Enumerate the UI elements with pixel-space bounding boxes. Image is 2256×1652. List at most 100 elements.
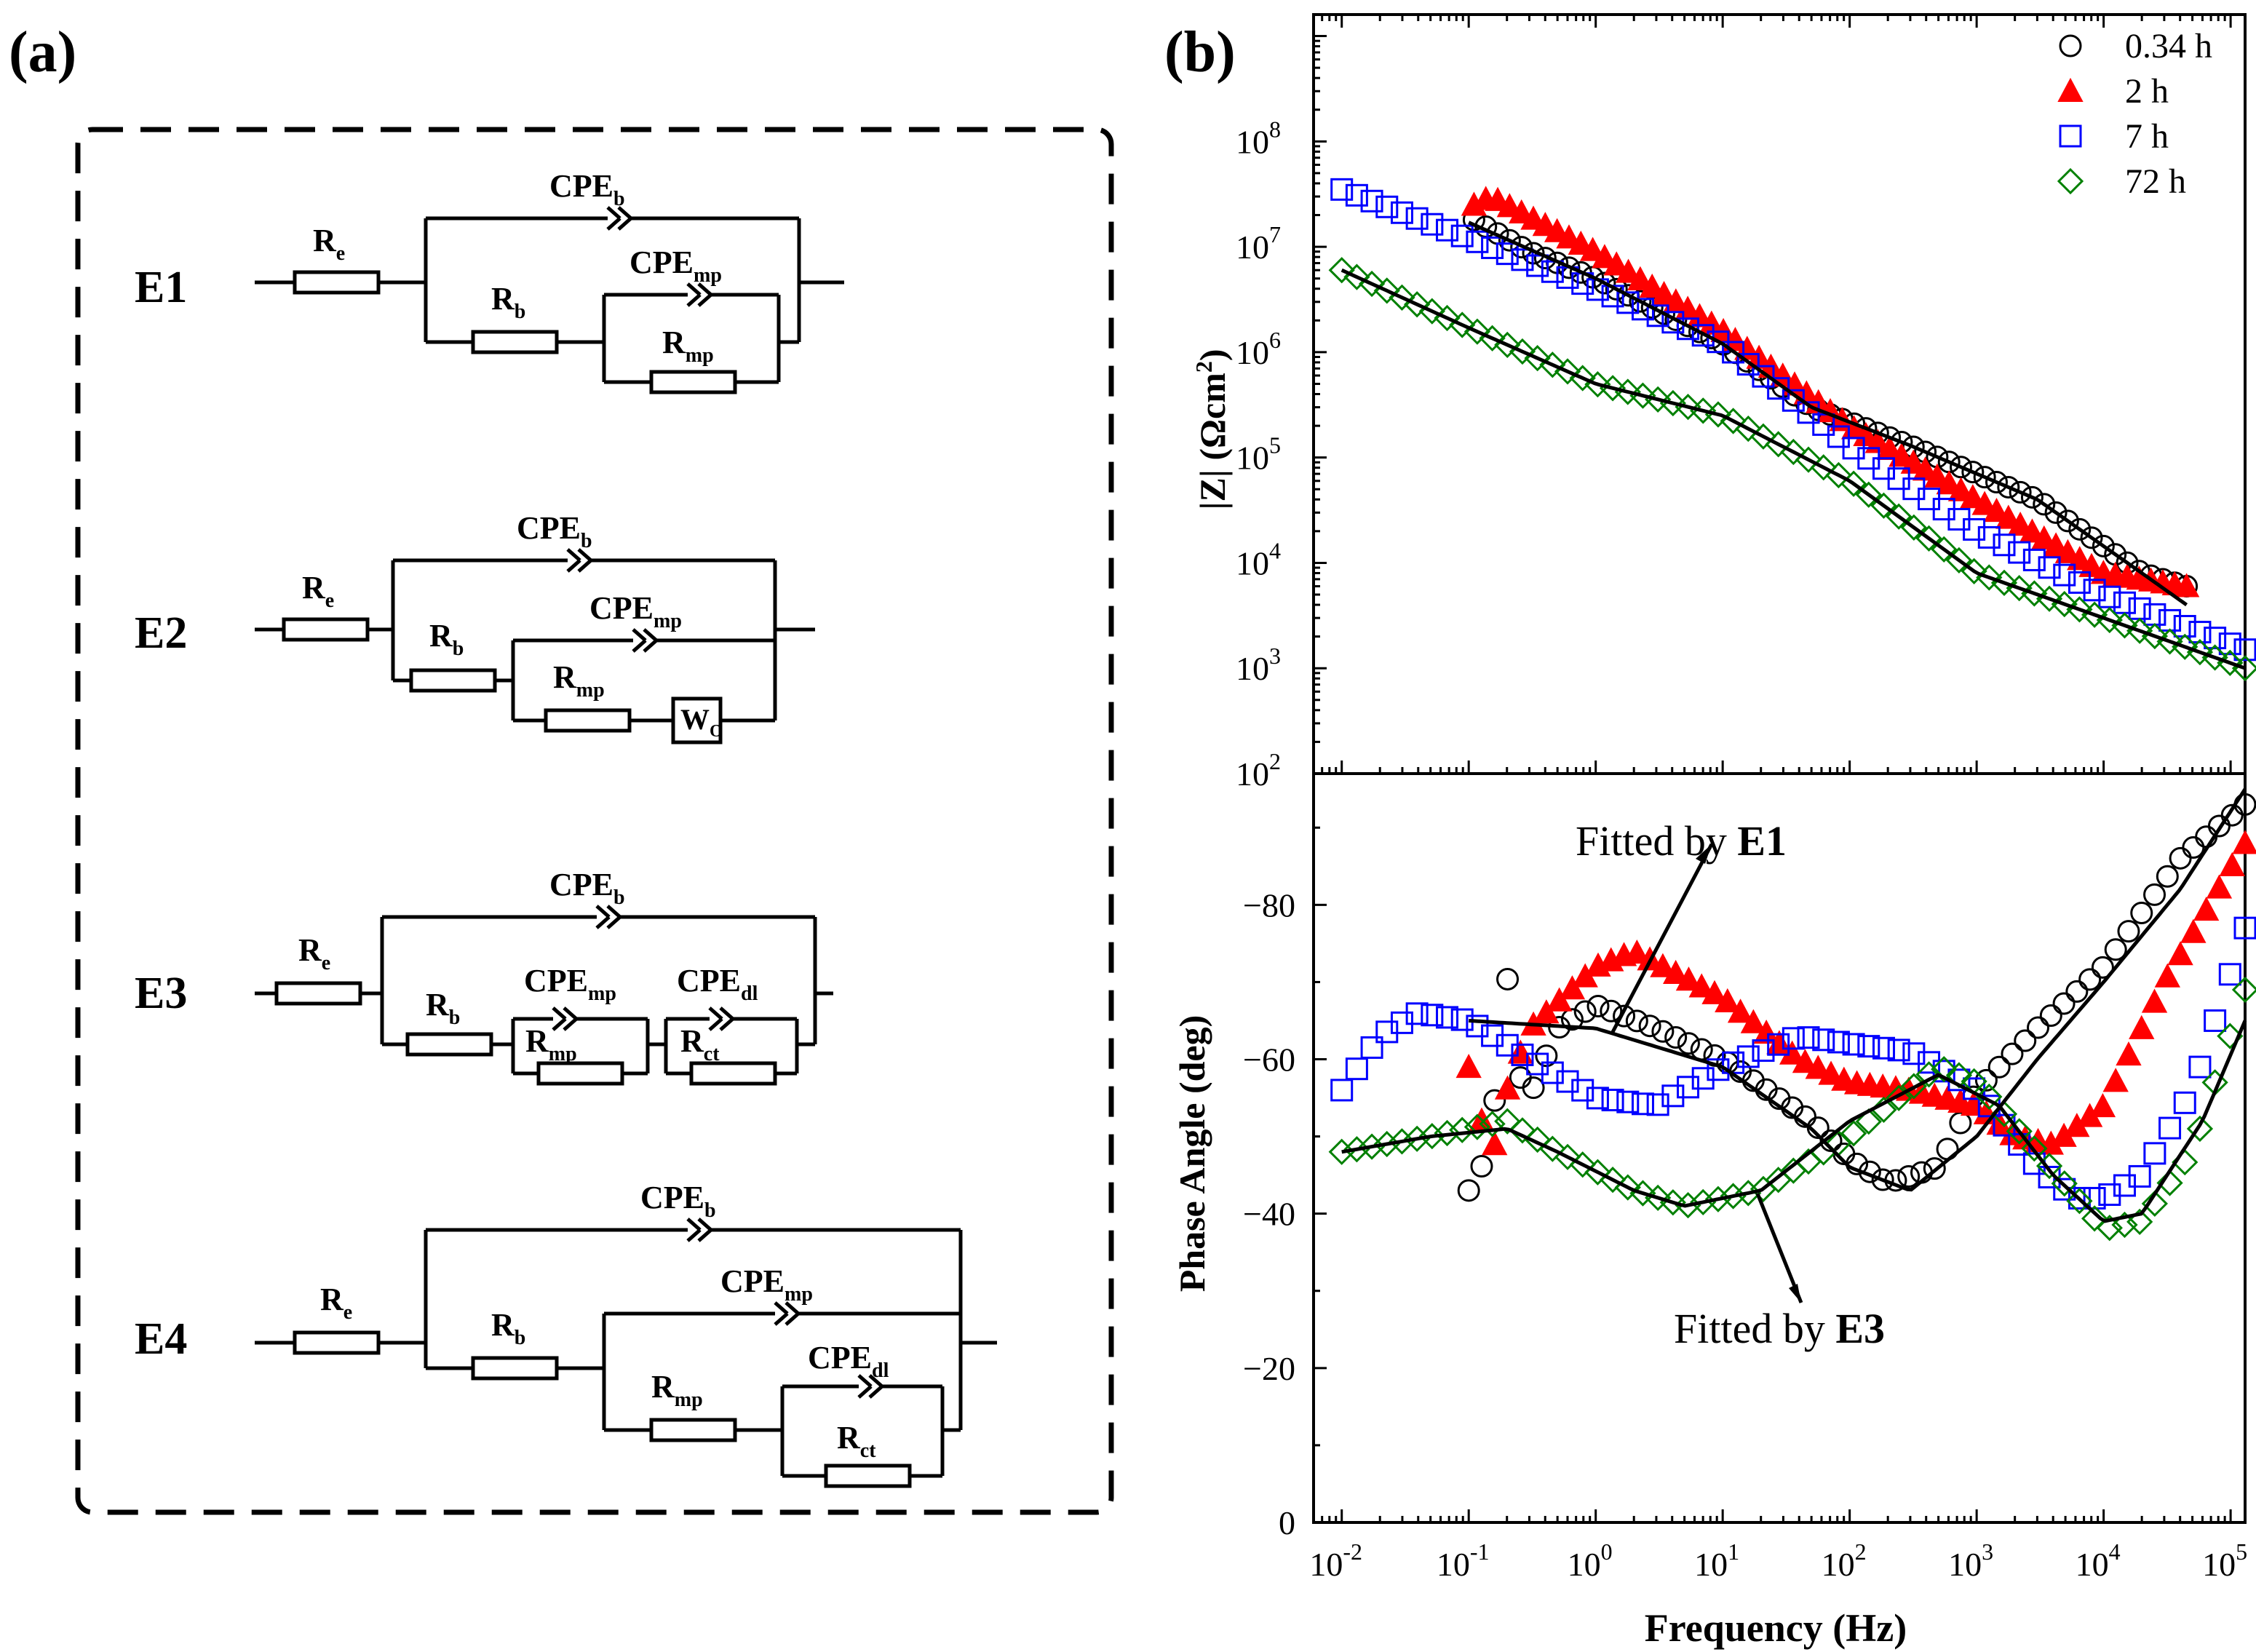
data-point [1797, 401, 1820, 424]
data-point [2173, 1091, 2196, 1114]
data-point [1494, 1108, 1521, 1135]
data-point [1688, 973, 1715, 998]
data-point [1827, 1030, 1850, 1054]
data-point [1328, 257, 1355, 284]
data-point [2128, 597, 2151, 620]
data-point [2008, 541, 2031, 564]
data-point [2130, 902, 2153, 925]
data-point [1949, 1111, 1972, 1135]
data-point [1405, 1002, 1429, 1025]
y-tick-label: 108 [1236, 116, 1281, 160]
y-tick-label: −40 [1243, 1196, 1295, 1233]
data-point [1526, 254, 1549, 277]
data-point [1691, 324, 1715, 347]
data-point [1498, 229, 1521, 252]
data-point [2078, 552, 2105, 577]
circuit-e4: E4 Re CPEb Rb [135, 1180, 997, 1488]
data-point [1993, 533, 2016, 557]
data-point [2098, 585, 2121, 608]
x-tick-label: 10-1 [1437, 1538, 1490, 1583]
data-point [1479, 1111, 1506, 1137]
annotation-arrowhead-e1 [1696, 844, 1712, 864]
data-point [2204, 1009, 2227, 1032]
phase-y-title: Phase Angle (deg) [1172, 1015, 1212, 1292]
data-point [1360, 1036, 1383, 1059]
data-point [2233, 638, 2256, 662]
data-point [1651, 1020, 1675, 1043]
x-tick-label: 100 [1568, 1538, 1613, 1583]
data-point [2143, 603, 2166, 626]
data-point [2001, 1042, 2024, 1065]
legend: 0.34 h 2 h 7 h 72 h [2057, 27, 2212, 201]
y-tick-label: 102 [1236, 748, 1281, 793]
y-tick-label: 103 [1236, 643, 1281, 687]
circuit-e1-id: E1 [135, 263, 187, 312]
data-point [1663, 959, 1689, 984]
x-tick-label: 102 [1822, 1538, 1867, 1583]
data-point [1686, 303, 1713, 327]
data-point [2218, 632, 2241, 656]
e2-rmp-label: Rmp [553, 659, 605, 702]
e2-wo-label: WO [680, 703, 723, 741]
data-point [2158, 1116, 2182, 1140]
legend-label: 7 h [2125, 117, 2169, 156]
data-point [2173, 614, 2196, 638]
data-point [2033, 493, 2056, 516]
e3-re-resistor [274, 981, 362, 1006]
data-point [2078, 968, 2102, 991]
phase-plot-frame [1312, 772, 2247, 1524]
data-point [1522, 1076, 1545, 1100]
data-point [1752, 365, 1775, 388]
data-point [1614, 378, 1641, 405]
y-tick-label: 107 [1236, 221, 1281, 266]
data-point [1496, 967, 1520, 990]
e1-rmp-resistor [649, 370, 737, 394]
data-point [2006, 1118, 2033, 1145]
data-point [1345, 183, 1368, 207]
x-tick-label: 104 [2076, 1538, 2121, 1583]
data-point [2156, 1169, 2183, 1196]
data-point [1436, 1006, 1459, 1029]
data-point [2065, 980, 2089, 1003]
data-point [1560, 1008, 1584, 1031]
data-point [1646, 1093, 1669, 1116]
data-point [2173, 573, 2200, 597]
data-point [1818, 1060, 1844, 1085]
data-point [1827, 425, 1850, 448]
annotation-fitted-e1: Fitted by E1 [1576, 817, 1787, 865]
data-point [2092, 534, 2115, 557]
data-point [1650, 953, 1676, 977]
data-point [1977, 525, 2001, 549]
e4-re-label: Re [320, 1282, 352, 1324]
legend-marker [2059, 124, 2082, 148]
data-point [1661, 1084, 1685, 1108]
data-point [2218, 963, 2241, 986]
data-point [1704, 1186, 1732, 1212]
data-point [1463, 1113, 1491, 1140]
e1-re-label: Re [313, 223, 345, 265]
data-point [1434, 1119, 1461, 1147]
data-point [1973, 466, 1996, 489]
circuit-e3-id: E3 [135, 969, 187, 1018]
data-point [1509, 1117, 1536, 1144]
panel-b-label: (b) [1164, 20, 1236, 84]
data-point [1677, 1076, 1700, 1099]
x-tick-label: 10-2 [1309, 1538, 1362, 1583]
data-point [1767, 377, 1790, 400]
data-point [1931, 1056, 1958, 1083]
data-point [2158, 608, 2182, 632]
data-point [2143, 1142, 2166, 1165]
data-point [2053, 563, 2076, 587]
data-point [1736, 1045, 1760, 1068]
data-point [1691, 1067, 1715, 1090]
data-point [1483, 1089, 1506, 1112]
e2-rb-resistor [409, 668, 497, 693]
data-point [2188, 1055, 2212, 1079]
circuit-e2-id: E2 [135, 608, 187, 658]
data-point [1629, 382, 1656, 409]
data-point [2081, 1205, 2108, 1232]
data-point [1358, 1133, 1386, 1160]
data-point [2154, 963, 2180, 988]
data-point [2167, 941, 2193, 966]
data-point [1571, 1079, 1594, 1102]
